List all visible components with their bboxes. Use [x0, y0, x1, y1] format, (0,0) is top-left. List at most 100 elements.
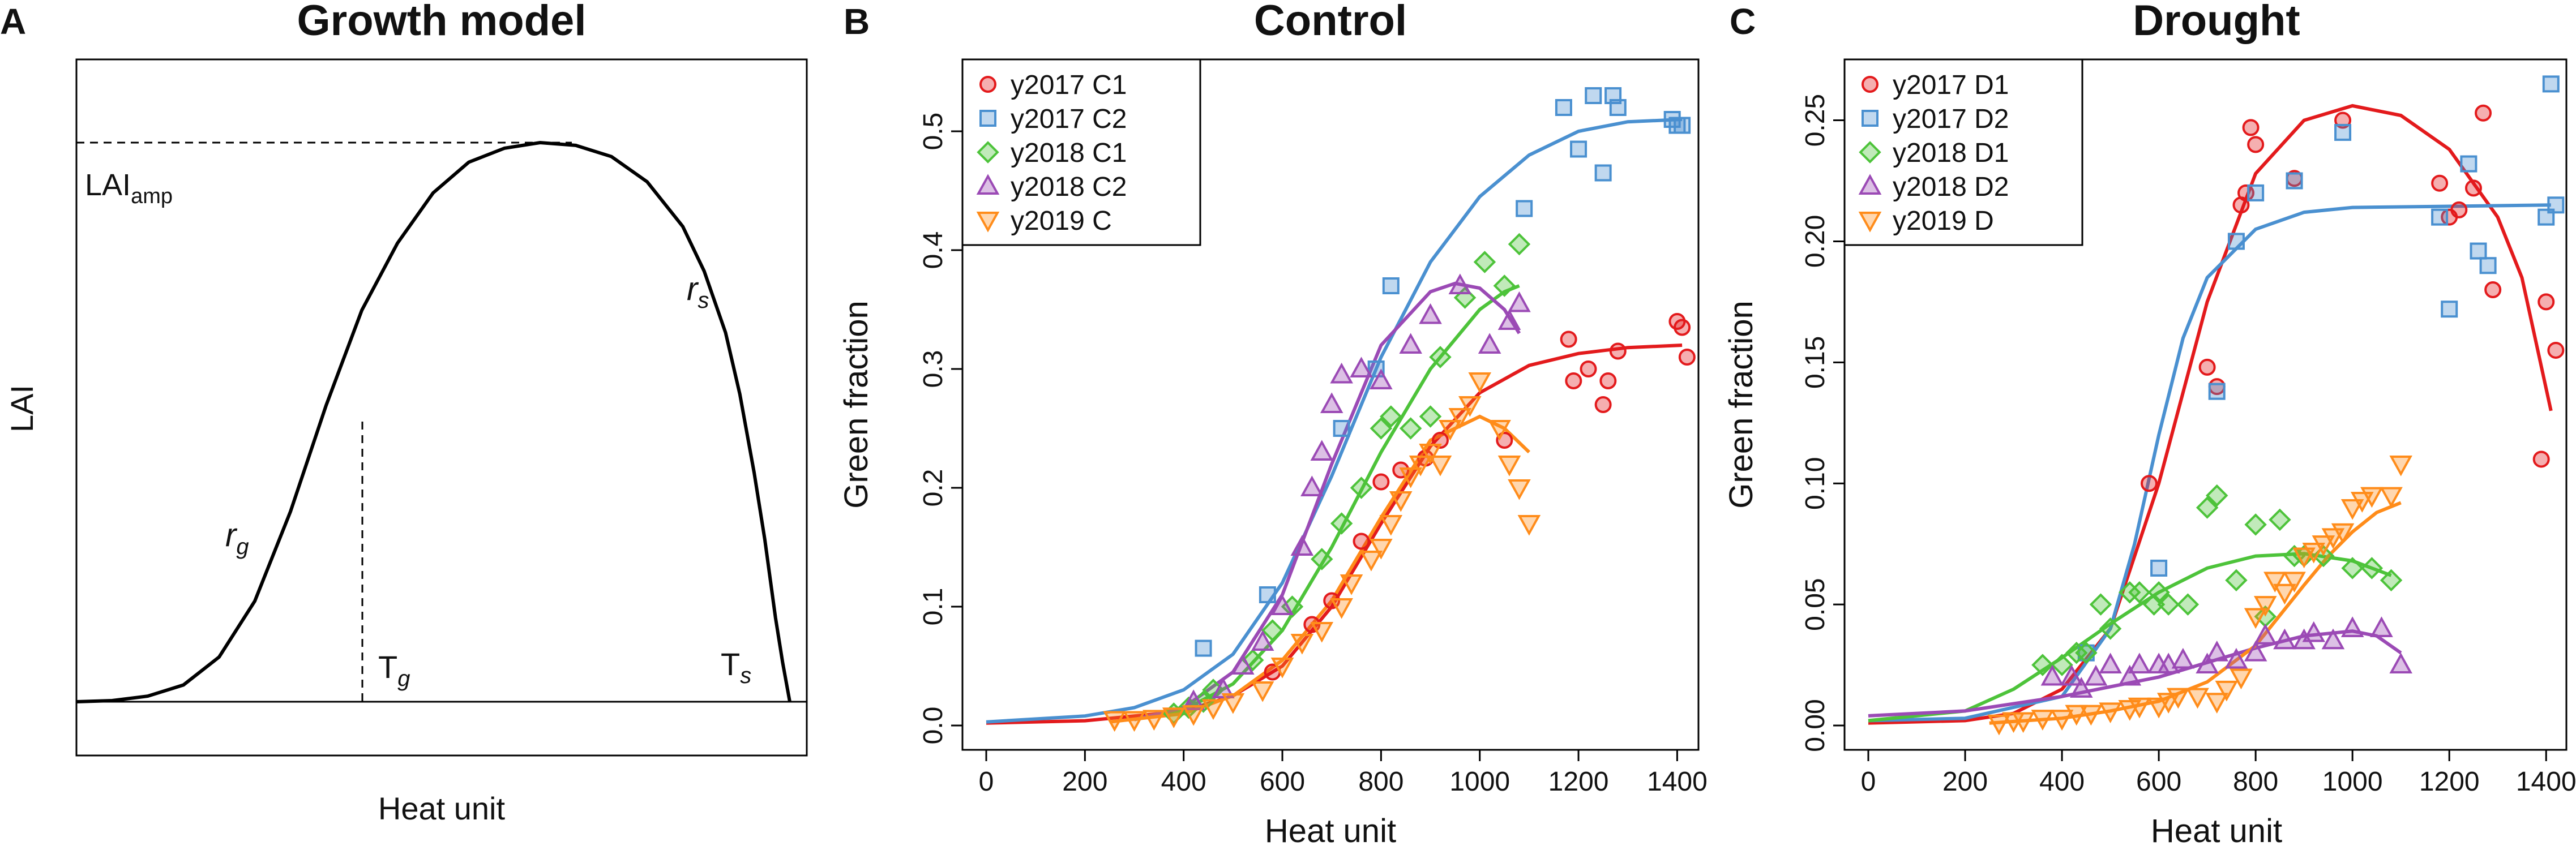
panel-b-legend-label-1: y2017 C1 [1011, 70, 1127, 100]
panel-c-legend-marker-2 [1862, 110, 1878, 127]
panel-c-legend-marker-4 [1858, 174, 1882, 195]
panel-b-title: Control [1254, 0, 1407, 45]
panel-c-point-series-5 [2244, 608, 2267, 629]
panel-c-point-series-5 [2167, 688, 2190, 709]
panel-c-fit-line-series-5 [1989, 501, 2402, 725]
panel-c-point-series-1 [2242, 119, 2260, 136]
panel-c-point-series-3 [2099, 617, 2122, 640]
panel-c-point-series-1 [2475, 104, 2492, 122]
panel-a: A Growth model LAI Heat unit LAIamp rg r… [0, 0, 808, 826]
panel-a-ylabel: LAI [4, 385, 40, 432]
panel-c-point-series-3 [2269, 508, 2291, 531]
panel-b-point-series-5 [1379, 515, 1403, 536]
panel-c-point-series-3 [2225, 569, 2248, 592]
panel-c-y-tick-label: 0.20 [1800, 215, 1830, 268]
panel-b-point-series-1 [1678, 349, 1696, 366]
panel-c-point-series-5 [2230, 668, 2253, 690]
panel-b-point-series-4 [1419, 303, 1442, 324]
panel-b-legend-marker-4 [976, 174, 1000, 195]
panel-c-point-series-5 [2302, 543, 2326, 564]
panel-b-point-series-5 [1508, 479, 1531, 500]
panel-c-point-series-5 [2079, 705, 2103, 726]
panel-c-point-series-3 [2147, 581, 2170, 604]
panel-b-point-series-3 [1453, 286, 1477, 309]
panel-c-point-series-4 [2244, 640, 2267, 662]
panel-b-point-series-5 [1428, 456, 1452, 476]
panel-c-point-series-3 [2244, 513, 2267, 536]
panel-c-point-series-1 [2538, 293, 2555, 311]
panel-b-y-tick-label: 0.1 [918, 588, 948, 626]
panel-b-point-series-5 [1123, 711, 1146, 732]
panel-c-point-series-5 [2389, 456, 2412, 476]
panel-b-point-series-2 [1367, 360, 1385, 377]
panel-c-point-series-2 [2334, 123, 2352, 141]
panel-c-point-series-5 [2215, 680, 2239, 702]
panel-c-fit-line-series-2 [1868, 203, 2551, 723]
panel-b-y-tick-label: 0.3 [918, 350, 948, 388]
panel-c-point-series-3 [2157, 593, 2180, 616]
panel-c-legend-marker-3 [1859, 141, 1881, 164]
panel-c-x-tick-label: 800 [2233, 767, 2278, 797]
panel-c-point-series-5 [2380, 487, 2403, 508]
panel-b-y-tick-label: 0.0 [918, 707, 948, 745]
panel-c-point-series-2 [2547, 196, 2565, 214]
panel-b-y-tick-label: 0.2 [918, 469, 948, 507]
panel-b-point-series-1 [1599, 372, 1617, 389]
panel-b-point-series-4 [1270, 594, 1294, 615]
panel-a-rg-annotation: rg [225, 517, 249, 559]
panel-c-point-series-3 [2205, 484, 2228, 507]
panel-c-x-tick-label: 200 [1942, 767, 1988, 797]
panel-c-point-series-3 [2380, 569, 2403, 592]
panel-b-x-tick-label: 800 [1358, 767, 1403, 797]
panel-b-fit-line-series-3 [1133, 284, 1520, 722]
panel-c-x-tick-label: 1400 [2516, 767, 2576, 797]
panel-b-point-series-3 [1261, 619, 1284, 642]
panel-c-legend-label-4: y2018 D2 [1893, 172, 2009, 202]
panel-b-point-series-2 [1663, 111, 1681, 128]
panel-c-label: C [1730, 1, 1756, 42]
panel-a-xlabel: Heat unit [378, 791, 506, 826]
panel-c-y-tick-label: 0.00 [1800, 699, 1830, 752]
panel-c-point-series-4 [2321, 628, 2345, 650]
panel-b-point-series-4 [1330, 362, 1353, 384]
panel-b-point-series-2 [1668, 117, 1686, 134]
panel-c-x-tick-label: 400 [2039, 767, 2085, 797]
panel-a-tg-annotation: Tg [378, 649, 410, 691]
panel-b-point-series-3 [1508, 233, 1531, 256]
panel-b-point-series-1 [1372, 473, 1390, 491]
panel-c-point-series-5 [2012, 712, 2035, 733]
panel-b-point-series-1 [1609, 342, 1627, 360]
panel-b-point-series-3 [1370, 417, 1393, 440]
panel-c-point-series-1 [2247, 136, 2265, 153]
panel-b-y-tick-label: 0.4 [918, 231, 948, 269]
panel-b-point-series-5 [1251, 681, 1274, 702]
panel-b-point-series-2 [1674, 117, 1691, 134]
panel-c-point-series-3 [2360, 557, 2384, 579]
panel-b-point-series-5 [1290, 634, 1314, 655]
panel-b-point-series-5 [1103, 711, 1126, 732]
panel-a-plot-frame [75, 58, 808, 757]
panel-a-title: Growth model [297, 0, 587, 45]
panel-b-point-series-5 [1201, 699, 1225, 720]
panel-c-point-series-4 [2389, 652, 2412, 674]
panel-c-point-series-4 [2340, 616, 2364, 637]
panel-c-point-series-2 [2227, 233, 2245, 250]
panel-c-point-series-4 [2171, 647, 2195, 669]
panel-c-point-series-1 [2450, 201, 2468, 218]
panel-b-legend-box [961, 58, 1201, 246]
panel-c-point-series-5 [2312, 535, 2335, 556]
panel-b-point-series-4 [1350, 357, 1373, 377]
panel-b-point-series-4 [1300, 475, 1324, 496]
panel-c-ylabel: Green fraction [1723, 300, 1760, 509]
panel-b-point-series-5 [1221, 693, 1245, 714]
panel-c-point-series-3 [2089, 593, 2112, 616]
panel-c-point-series-2 [2479, 257, 2497, 274]
panel-a-growth-curve [76, 140, 791, 703]
panel-b-point-series-5 [1448, 408, 1472, 429]
panel-b-point-series-3 [1380, 405, 1402, 428]
panel-b-legend-label-2: y2017 C2 [1011, 104, 1127, 134]
panel-c-legend-label-3: y2018 D1 [1893, 138, 2009, 168]
panel-b-x-tick-label: 600 [1260, 767, 1305, 797]
panel-b-x-tick-label: 400 [1161, 767, 1206, 797]
panel-b-point-series-4 [1478, 333, 1501, 354]
